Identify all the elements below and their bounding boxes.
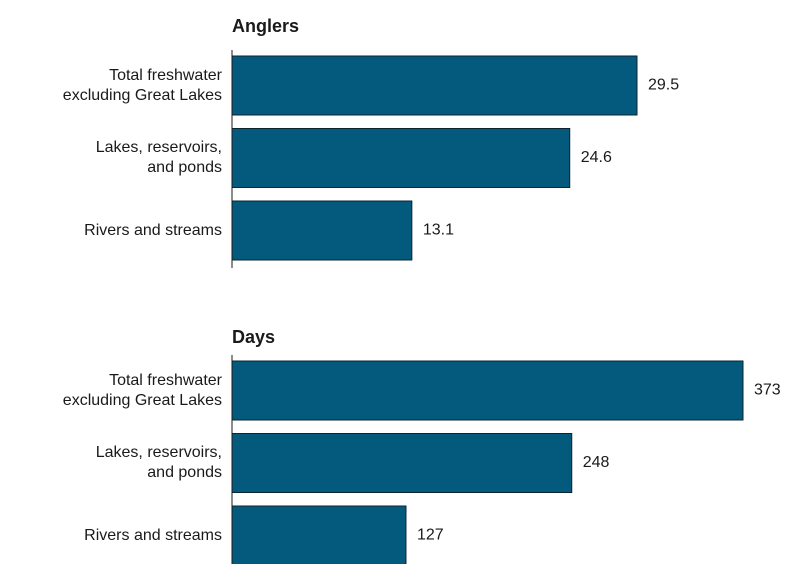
value-label: 373 bbox=[754, 382, 781, 399]
category-label: Lakes, reservoirs, and ponds bbox=[95, 444, 222, 481]
category-label: Total freshwater excluding Great Lakes bbox=[62, 371, 222, 409]
category-label: Rivers and streams bbox=[84, 526, 222, 544]
bar bbox=[231, 200, 413, 261]
chart-title: Days bbox=[232, 327, 275, 347]
bar bbox=[231, 505, 407, 564]
value-label: 24.6 bbox=[581, 149, 612, 166]
chart-title: Anglers bbox=[232, 16, 299, 36]
category-label: Lakes, reservoirs, and ponds bbox=[95, 139, 222, 176]
value-label: 127 bbox=[417, 527, 444, 544]
value-label: 13.1 bbox=[423, 222, 454, 239]
bar bbox=[231, 128, 571, 188]
category-label: Total freshwater excluding Great Lakes bbox=[62, 66, 222, 104]
value-label: 248 bbox=[583, 454, 610, 471]
bar bbox=[231, 360, 744, 421]
bar bbox=[231, 433, 573, 493]
category-label: Rivers and streams bbox=[84, 221, 222, 239]
bar bbox=[231, 55, 638, 116]
value-label: 29.5 bbox=[648, 77, 679, 94]
